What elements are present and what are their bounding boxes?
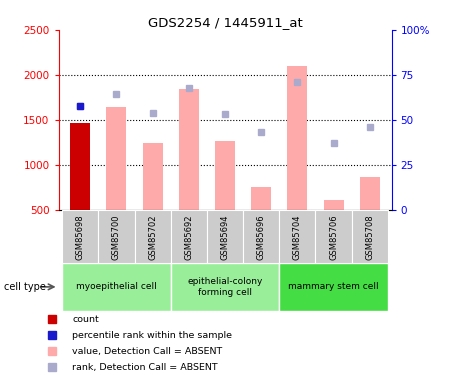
Text: rank, Detection Call = ABSENT: rank, Detection Call = ABSENT [72,363,218,372]
Bar [279,210,315,262]
Text: cell type: cell type [4,282,46,292]
Text: count: count [72,315,99,324]
Text: GSM85702: GSM85702 [148,214,157,260]
Bar [62,262,171,311]
Bar [360,177,380,210]
Text: value, Detection Call = ABSENT: value, Detection Call = ABSENT [72,346,223,355]
Bar [251,187,271,210]
Bar [324,200,343,210]
Bar [288,66,307,210]
Bar [243,210,279,262]
Title: GDS2254 / 1445911_at: GDS2254 / 1445911_at [148,16,302,29]
Bar [107,107,126,210]
Text: GSM85700: GSM85700 [112,214,121,260]
Text: GSM85698: GSM85698 [76,214,85,260]
Bar [98,210,135,262]
Bar [352,210,388,262]
Text: percentile rank within the sample: percentile rank within the sample [72,331,233,340]
Bar [215,141,235,210]
Text: GSM85696: GSM85696 [256,214,266,260]
Text: GSM85692: GSM85692 [184,214,194,260]
Text: GSM85704: GSM85704 [293,214,302,260]
Bar [171,262,279,311]
Bar [70,123,90,210]
Bar [207,210,243,262]
Bar [143,142,162,210]
Bar [135,210,171,262]
Text: myoepithelial cell: myoepithelial cell [76,282,157,291]
Bar [279,262,388,311]
Text: epithelial-colony
forming cell: epithelial-colony forming cell [187,277,263,297]
Text: mammary stem cell: mammary stem cell [288,282,379,291]
Bar [171,210,207,262]
Text: GSM85694: GSM85694 [220,214,230,260]
Text: GSM85708: GSM85708 [365,214,374,260]
Bar [315,210,352,262]
Bar [179,89,199,210]
Text: GSM85706: GSM85706 [329,214,338,260]
Bar [62,210,98,262]
